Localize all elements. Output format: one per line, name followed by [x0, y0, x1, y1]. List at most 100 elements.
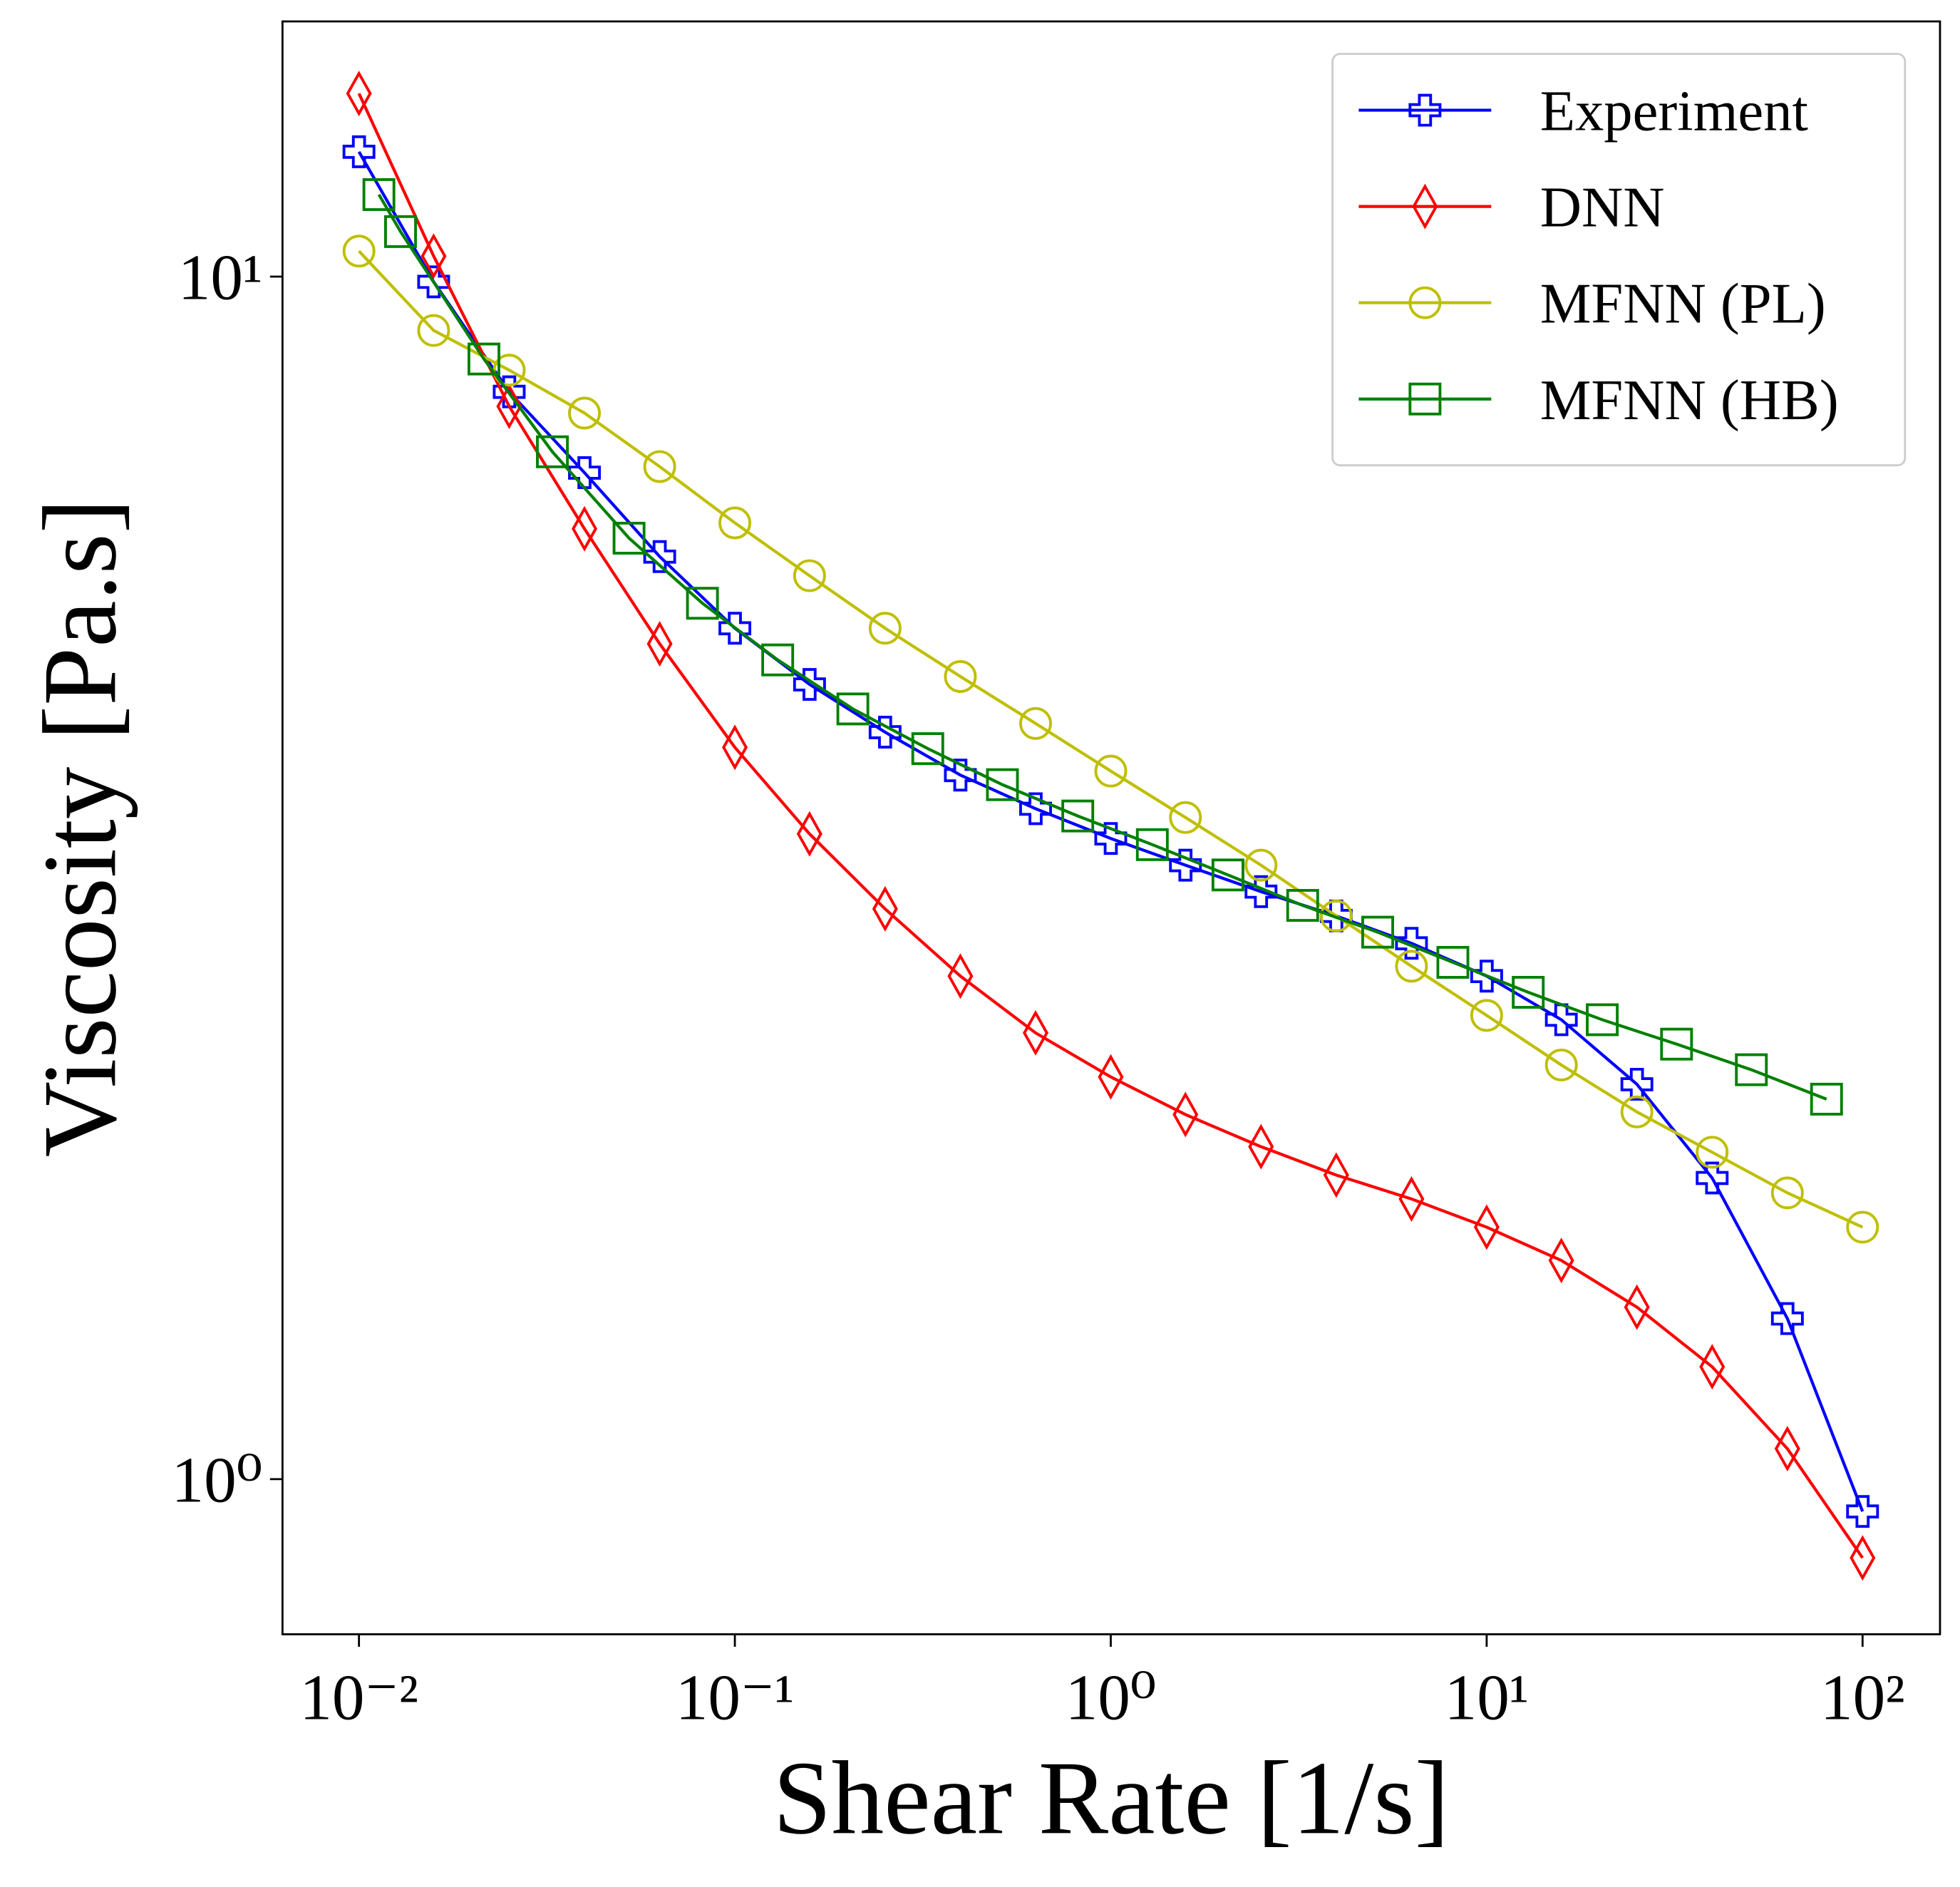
data-point	[492, 375, 526, 408]
legend-label: Experiment	[1540, 80, 1808, 143]
data-point	[1094, 754, 1128, 788]
data-point	[1436, 945, 1470, 979]
x-axis-label: Shear Rate [1/s]	[773, 1739, 1450, 1856]
series-line	[358, 250, 1864, 1229]
series-line	[357, 150, 1864, 1512]
y-tick-label: 10⁰	[172, 1444, 263, 1516]
data-point	[944, 659, 977, 693]
data-point	[1470, 999, 1503, 1032]
data-point	[1544, 1003, 1578, 1037]
data-point	[1660, 1027, 1693, 1061]
data-point	[1019, 706, 1052, 740]
data-point	[1061, 799, 1095, 833]
data-point	[1735, 1053, 1768, 1086]
data-point	[536, 435, 569, 468]
data-point	[1248, 1124, 1274, 1170]
data-point	[612, 521, 646, 555]
data-point	[796, 811, 822, 857]
data-point	[1696, 1136, 1729, 1169]
data-point	[872, 885, 898, 932]
x-tick-label: 10¹	[1445, 1662, 1530, 1734]
data-point	[646, 621, 673, 667]
series-line	[377, 193, 1827, 1101]
data-point	[417, 314, 450, 347]
data-point	[384, 215, 417, 248]
legend-label: MFNN (PL)	[1540, 272, 1826, 336]
data-point	[686, 587, 719, 620]
data-point	[1395, 950, 1428, 983]
x-tick-label: 10⁰	[1066, 1662, 1157, 1734]
legend-label: DNN	[1540, 176, 1665, 240]
data-point	[1850, 1535, 1876, 1581]
legend-marker	[1408, 93, 1442, 127]
data-point	[1286, 889, 1319, 922]
data-point	[421, 233, 447, 279]
data-point	[1473, 1204, 1500, 1250]
data-point	[568, 456, 602, 489]
data-point	[1172, 1091, 1199, 1138]
data-point	[1361, 915, 1394, 949]
data-point	[718, 612, 752, 645]
data-point	[1323, 1152, 1349, 1198]
data-point	[1398, 1176, 1425, 1222]
data-point	[468, 342, 500, 376]
data-point	[1846, 1210, 1879, 1244]
legend-marker	[1412, 183, 1438, 230]
data-point	[342, 235, 376, 268]
legend: Experiment DNN MFNN (PL) MFNN (HB)	[1331, 53, 1907, 467]
data-point	[362, 178, 396, 211]
x-tick-label: 10²	[1820, 1662, 1905, 1734]
data-point	[1770, 1302, 1804, 1335]
data-point	[496, 384, 522, 430]
data-point	[1548, 1238, 1574, 1284]
data-point	[1624, 1284, 1650, 1330]
data-point	[643, 450, 676, 483]
data-point	[342, 135, 376, 168]
x-tick-label: 10⁻¹	[676, 1662, 795, 1734]
data-point	[1094, 822, 1128, 855]
data-point	[947, 953, 974, 999]
data-point	[1696, 1161, 1729, 1195]
data-point	[1098, 1054, 1124, 1100]
data-point	[944, 759, 977, 792]
data-point	[793, 559, 826, 592]
plot-frame	[281, 20, 1941, 1635]
data-point	[1810, 1082, 1843, 1116]
data-point	[492, 354, 526, 387]
data-point	[1211, 858, 1244, 892]
data-point	[718, 506, 752, 540]
data-point	[986, 768, 1019, 801]
data-point	[1774, 1426, 1800, 1472]
data-point	[1395, 927, 1428, 960]
data-point	[1019, 792, 1052, 826]
data-point	[1846, 1495, 1879, 1528]
series-line	[357, 93, 1864, 1559]
data-point	[793, 668, 826, 701]
data-point	[761, 643, 795, 677]
data-point	[1512, 975, 1545, 1009]
data-point	[1586, 1003, 1619, 1037]
data-point	[346, 71, 372, 117]
data-point	[868, 716, 902, 749]
legend-box	[1331, 53, 1907, 467]
data-point	[417, 265, 450, 299]
data-point	[1169, 801, 1202, 834]
data-point	[1620, 1095, 1654, 1128]
data-point	[722, 724, 748, 771]
data-point	[1244, 848, 1278, 882]
legend-marker	[1408, 286, 1442, 319]
data-point	[1544, 1048, 1578, 1081]
legend-label: MFNN (HB)	[1540, 369, 1839, 432]
data-point	[1135, 828, 1169, 861]
data-point	[1699, 1344, 1726, 1390]
data-point	[911, 732, 944, 766]
legend-marker	[1408, 382, 1442, 416]
data-point	[836, 692, 870, 726]
x-tick-label: 10⁻²	[299, 1662, 418, 1734]
y-tick-label: 10¹	[178, 242, 263, 314]
data-point	[868, 612, 902, 645]
data-point	[1023, 1009, 1049, 1056]
data-point	[1319, 899, 1353, 932]
